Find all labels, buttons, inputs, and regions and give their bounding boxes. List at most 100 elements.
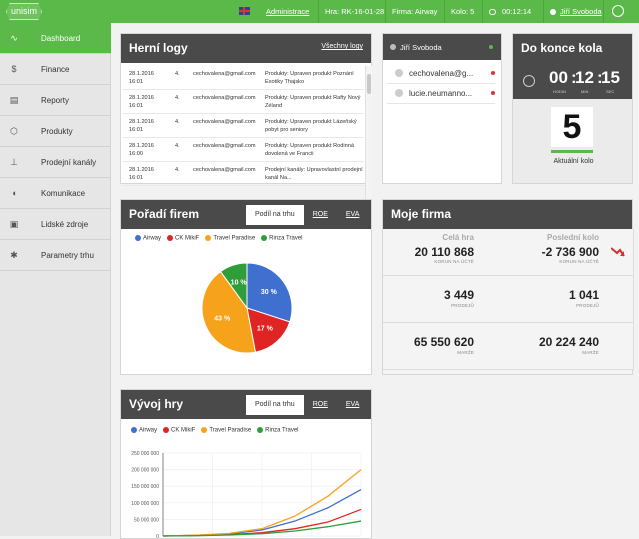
sidebar-item-finance[interactable]: $ Finance [0,54,111,85]
users-header: Jiří Svoboda [383,34,501,60]
sidebar-item-prodejn-kan-ly[interactable]: ⊥ Prodejní kanály [0,147,111,178]
tab-roe[interactable]: ROE [312,401,328,408]
status-dot-icon [491,91,495,95]
sidebar-item-lidsk-zdroje[interactable]: ▣ Lidské zdroje [0,209,111,240]
log-date-value: 28.1.2016 [129,71,154,77]
company-cell: 1 041 PRODEJŮ [508,276,634,323]
user-row[interactable]: cechovalena@g... [387,64,495,84]
log-email-value: cechovalena@gmail.com [193,71,256,77]
legend-item[interactable]: Travel Paradise [205,235,255,242]
sidebar-item-label: Finance [41,65,70,74]
legend-label: Rinza Travel [269,235,303,242]
tab-pod-l-na-trhu[interactable]: Podíl na trhu [246,395,304,415]
legend-item[interactable]: Travel Paradise [201,427,251,434]
log-date-value: 28.1.2016 [129,143,154,149]
round-progress-bar [551,150,593,153]
log-date: 28.1.2016 16:01 [129,118,165,134]
user-row[interactable]: lucie.neumanno... [387,84,495,104]
sidebar-item-parametry-trhu[interactable]: ✱ Parametry trhu [0,240,111,271]
legend-swatch [201,427,208,433]
user-email: lucie.neumanno... [409,89,473,98]
hours-label: HODIN [553,89,566,94]
log-row: 28.1.2016 16:01 4. cechovalena@gmail.com Pro… [123,90,364,114]
log-email-value: cechovalena@gmail.com [193,95,256,101]
company-cell: 20 224 240 MARŽE [508,323,634,370]
log-date-value: 28.1.2016 [129,167,154,173]
ranking-header: Pořadí firem Podíl na trhu ROE EVA [121,200,371,229]
log-text: Produkty: Upraven produkt Lázeňský pobyt… [265,118,363,134]
legend-item[interactable]: CK MikiF [163,427,195,434]
gift-icon: ▣ [9,219,19,229]
legend-label: Airway [139,427,158,434]
user-icon [550,9,556,16]
log-text: Prodejní kanály: Upravovlastní prodejní … [265,166,363,182]
logs-scrollbar[interactable] [365,66,372,216]
logs-header: Herní logy Všechny logy [121,34,371,63]
legend-swatch [163,427,170,433]
pie-label: 43 % [214,316,231,323]
pie-label: 10 % [231,279,248,286]
log-round-value: 4. [175,95,180,101]
clock-icon [523,75,535,87]
channels-icon: ⊥ [10,157,18,167]
trend-down-icon [610,247,625,257]
legend-item[interactable]: Airway [131,427,157,434]
legend-item[interactable]: Airway [135,235,161,242]
ranking-panel: Pořadí firem Podíl na trhu ROE EVA Airway C… [120,199,372,375]
tab-eva[interactable]: EVA [345,401,360,408]
sidebar-item-dashboard[interactable]: ∿ Dashboard [0,23,111,54]
firm-label: Firma: Airway [385,0,443,23]
legend-swatch [131,427,137,433]
all-logs-link[interactable]: Všechny logy [321,43,363,50]
sidebar-item-reporty[interactable]: ▤ Reporty [0,85,111,116]
pie-slice[interactable] [246,307,291,353]
pie-slice[interactable] [246,262,293,323]
sidebar-item-produkty[interactable]: ⬡ Produkty [0,116,111,147]
sidebar: ∿ Dashboard $ Finance ▤ Reporty ⬡ Produkty ⊥ Prod… [0,23,111,536]
company-header: Moje firma [383,200,632,229]
log-row: 28.1.2016 16:01 4. cechovalena@gmail.com Pro… [123,66,364,90]
sidebar-item-komunikace[interactable]: ◖ Komunikace [0,178,111,209]
log-text-value: Produkty: Upraven produkt Rafty Nový Zél… [265,95,361,109]
log-text: Produkty: Upraven produkt Poznání Exotik… [265,70,363,86]
flag-uk-icon[interactable] [239,7,250,15]
admin-link[interactable]: Administrace [266,7,310,16]
pie-label: 17 % [257,325,274,332]
company-value-label: MARŽE [457,350,474,355]
pie-slice[interactable] [201,270,257,354]
legend-item[interactable]: Rinza Travel [257,427,299,434]
user-icon [395,69,403,77]
y-tick-label: 200 000 000 [131,468,159,474]
company-value: 20 224 240 [538,335,599,349]
company-cell: 3 449 PRODEJŮ [383,276,509,323]
seconds-label: SEC [606,89,615,94]
pie-slice[interactable] [219,262,248,310]
log-round-value: 4. [175,71,180,77]
tab-pod-l-na-trhu[interactable]: Podíl na trhu [246,205,304,225]
timer: 00 : 12 : 15 HODIN MIN SEC [513,65,632,99]
chat-icon [489,9,496,16]
company-value-label: PRODEJŮ [451,303,474,308]
log-time-value: 16:00 [129,151,143,157]
scroll-thumb[interactable] [367,74,371,94]
log-date: 28.1.2016 16:01 [129,166,165,182]
company-value: 20 110 868 [414,245,474,259]
evolution-title: Vývoj hry [129,397,184,411]
log-email-value: cechovalena@gmail.com [193,119,256,125]
logo[interactable]: unisim [6,3,42,20]
log-email: cechovalena@gmail.com [193,118,263,126]
evolution-panel: Vývoj hry Podíl na trhu ROE EVA Airway CK M… [120,389,372,539]
company-panel: Moje firma Celá hra 20 110 868 KORUN NA ÚČ… [382,199,634,375]
log-date: 28.1.2016 16:01 [129,94,165,110]
power-icon[interactable] [612,5,624,17]
tab-roe[interactable]: ROE [312,211,328,218]
sidebar-item-label: Produkty [41,127,73,136]
tab-eva[interactable]: EVA [345,211,360,218]
log-round-value: 4. [175,167,180,173]
legend-swatch [257,427,264,433]
trend-icon: ∿ [10,33,18,43]
user-link[interactable]: Jiří Svoboda [543,0,608,23]
legend-item[interactable]: CK MikiF [167,235,199,242]
log-round: 4. [175,166,185,174]
legend-item[interactable]: Rinza Travel [261,235,303,242]
